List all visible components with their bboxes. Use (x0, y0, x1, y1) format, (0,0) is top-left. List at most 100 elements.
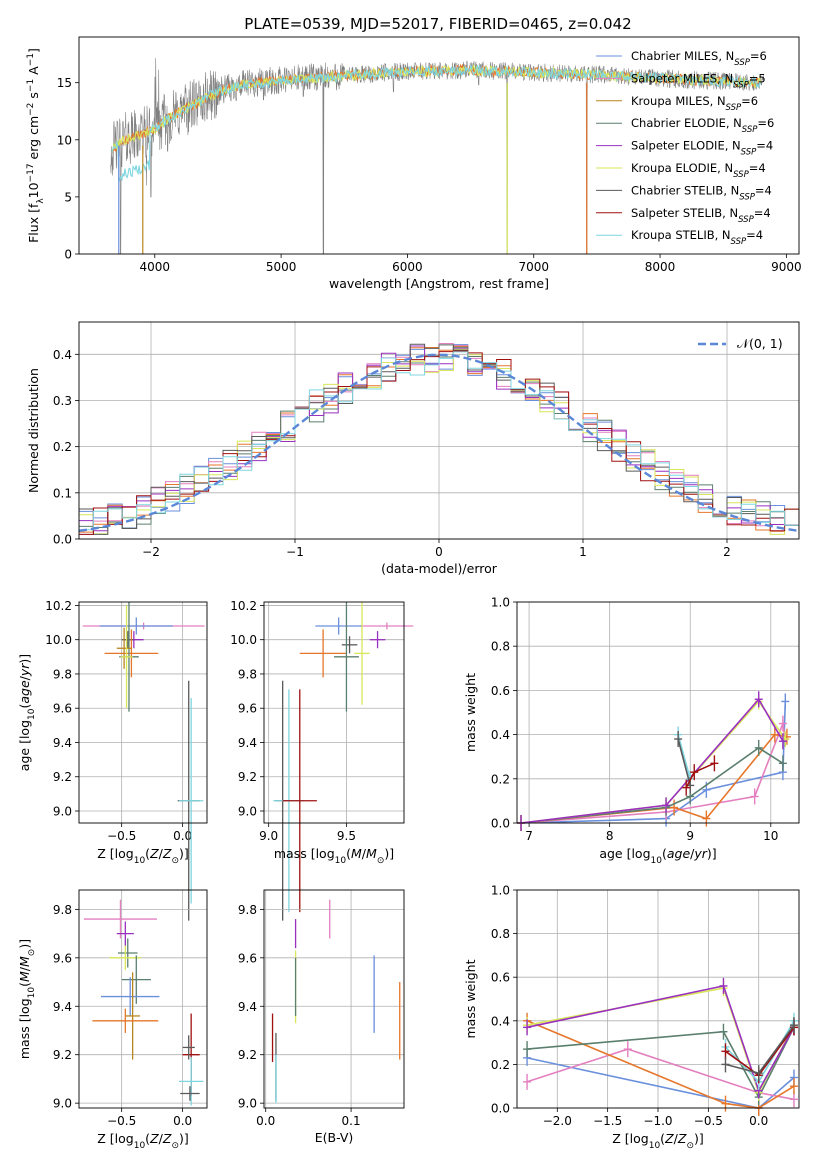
residual-histogram-step (79, 350, 799, 535)
x-tick-label: 9000 (771, 260, 802, 274)
y-tick-label: 9.8 (53, 903, 72, 917)
mass-weight-line (526, 1020, 795, 1109)
y-tick-label: 10.0 (230, 633, 257, 647)
y-tick-label: 9.0 (53, 805, 72, 819)
spectrum-legend: Chabrier MILES, NSSP=6 Salpeter MILES, NS… (596, 49, 774, 247)
x-tick-label: 8 (606, 829, 614, 843)
y-tick-label: 0.6 (491, 684, 510, 698)
y-tick-label: 0.4 (491, 1014, 510, 1028)
y-tick-label: 0.2 (53, 440, 72, 454)
x-tick-label: −1 (286, 545, 304, 559)
legend-label: Chabrier STELIB, NSSP=4 (631, 183, 772, 202)
x-tick-label: −0.5 (107, 1114, 136, 1128)
y-tick-label: 0.0 (53, 533, 72, 547)
x-tick-label: 1 (579, 545, 587, 559)
x-tick-label: 9 (686, 829, 694, 843)
y-tick-label: 0.8 (491, 640, 510, 654)
age_vs_mass-xlabel: mass [log10(M/M⊙)] (274, 846, 394, 866)
mass_weight_vs_metallicity-xlabel: Z [log10(Z/Z⊙)] (612, 1131, 704, 1151)
age_vs_metallicity-ylabel: age [log10(age/yr)] (17, 654, 37, 771)
mass_vs_ebv-panel: 0.0 0.1 9.0 9.2 9.4 9.6 9.8 E(B-V) (238, 889, 405, 1145)
ebv-xlabel: E(B-V) (315, 1130, 354, 1145)
axes-frame (78, 321, 800, 540)
x-tick-label: 4000 (140, 260, 171, 274)
histogram-plot-area (79, 343, 799, 535)
y-tick-label: 0.2 (491, 1058, 510, 1072)
x-tick-label: 2 (723, 545, 731, 559)
mass_weight_vs_age-panel: 7 8 9 10 0.0 0.2 0.4 0.6 0.8 1.0 age [log10(age/yr… (463, 596, 800, 866)
x-tick-label: 7 (525, 829, 533, 843)
y-tick-label: 0.6 (491, 971, 510, 985)
mass-weight-line (677, 738, 691, 786)
axes-frame (263, 601, 405, 824)
x-tick-label: 9.5 (337, 829, 356, 843)
y-tick-label: 9.6 (238, 951, 257, 965)
axes-frame (516, 601, 800, 824)
mass-weight-line (520, 697, 784, 824)
y-tick-label: 9.8 (238, 667, 257, 681)
figure-title: PLATE=0539, MJD=52017, FIBERID=0465, z=0… (244, 15, 631, 33)
mass_weight_vs_age-ylabel: mass weight (463, 673, 478, 752)
x-tick-label: 0.0 (173, 1114, 192, 1128)
y-tick-label: 10.2 (230, 599, 257, 613)
x-tick-label: −1.0 (643, 1114, 672, 1128)
x-tick-label: 0.0 (749, 1114, 768, 1128)
legend-label: 𝒩(0, 1) (737, 336, 783, 351)
y-tick-label: 10.2 (45, 599, 72, 613)
mass_vs_metallicity-ylabel: mass [log10(M/M⊙)] (17, 939, 37, 1059)
y-tick-label: 0 (64, 248, 72, 262)
residual-xlabel: (data-model)/error (381, 561, 498, 576)
y-tick-label: 9.4 (53, 1000, 72, 1014)
model-spectrum (111, 64, 762, 183)
y-tick-label: 1.0 (491, 884, 510, 898)
x-tick-label: 6000 (392, 260, 423, 274)
x-tick-label: 8000 (645, 260, 676, 274)
spectrum-plot-area (110, 58, 764, 254)
residual-histogram-step (79, 351, 799, 535)
y-tick-label: 0.8 (491, 927, 510, 941)
y-tick-label: 9.6 (238, 702, 257, 716)
y-tick-label: 15 (57, 76, 72, 90)
residual-panel: −2 −1 0 1 2 0.0 0.1 0.2 0.3 0.4 𝒩(0, 1) (data-model… (26, 321, 800, 576)
legend-label: Chabrier MILES, NSSP=6 (631, 49, 767, 68)
legend-label: Salpeter ELODIE, NSSP=4 (631, 139, 773, 158)
legend-label: Chabrier ELODIE, NSSP=6 (631, 116, 774, 135)
y-tick-label: 0.4 (491, 728, 510, 742)
x-tick-label: 7000 (518, 260, 549, 274)
legend-label: Salpeter STELIB, NSSP=4 (631, 206, 771, 225)
y-tick-label: 0.1 (53, 486, 72, 500)
mass-weight-line (677, 734, 691, 780)
y-tick-label: 9.4 (238, 1000, 257, 1014)
age_vs_mass-panel: 9.0 9.5 9.0 9.2 9.4 9.6 9.8 10.0 10.2 mass [log10… (230, 599, 414, 921)
mass_vs_metallicity-panel: −0.5 0.0 9.0 9.2 9.4 9.6 9.8 Z [log10(Z/Z⊙)] mas… (17, 889, 208, 1151)
y-tick-label: 10.0 (45, 633, 72, 647)
residual-histogram-step (79, 343, 799, 535)
spectrum-panel: 4000 5000 6000 7000 8000 9000 0 5 10 15 Chabrier M… (26, 36, 802, 291)
axes-frame (263, 889, 405, 1109)
axes-frame (78, 36, 800, 255)
y-tick-label: 10 (57, 133, 72, 147)
y-tick-label: 9.6 (53, 951, 72, 965)
y-tick-label: 9.2 (238, 770, 257, 784)
x-tick-label: 9.0 (259, 829, 278, 843)
legend-label: Kroupa STELIB, NSSP=4 (631, 228, 763, 247)
y-tick-label: 9.2 (53, 1048, 72, 1062)
axes-frame (78, 601, 208, 824)
legend-label: Kroupa MILES, NSSP=6 (631, 94, 758, 113)
x-tick-label: 0.0 (173, 829, 192, 843)
mass_weight_vs_metallicity-ylabel: mass weight (463, 959, 478, 1038)
y-tick-label: 9.8 (53, 667, 72, 681)
age_vs_metallicity-xlabel: Z [log10(Z/Z⊙)] (97, 846, 189, 866)
axes-frame (516, 889, 800, 1109)
x-tick-label: 10 (763, 829, 778, 843)
y-tick-label: 0.3 (53, 394, 72, 408)
x-tick-label: −0.5 (694, 1114, 723, 1128)
x-tick-label: −1.5 (593, 1114, 622, 1128)
spectrum-xlabel: wavelength [Angstrom, rest frame] (329, 276, 549, 291)
x-tick-label: −2.0 (543, 1114, 572, 1128)
mass_weight_vs_metallicity-panel: −2.0 −1.5 −1.0 −0.5 0.0 0.0 0.2 0.4 0.6 0.8 1.0 Z [… (463, 884, 800, 1151)
x-tick-label: −0.5 (107, 829, 136, 843)
age_vs_metallicity-panel: −0.5 0.0 9.0 9.2 9.4 9.6 9.8 10.0 10.2 Z [log10(Z… (17, 599, 208, 921)
y-tick-label: 9.0 (53, 1097, 72, 1111)
